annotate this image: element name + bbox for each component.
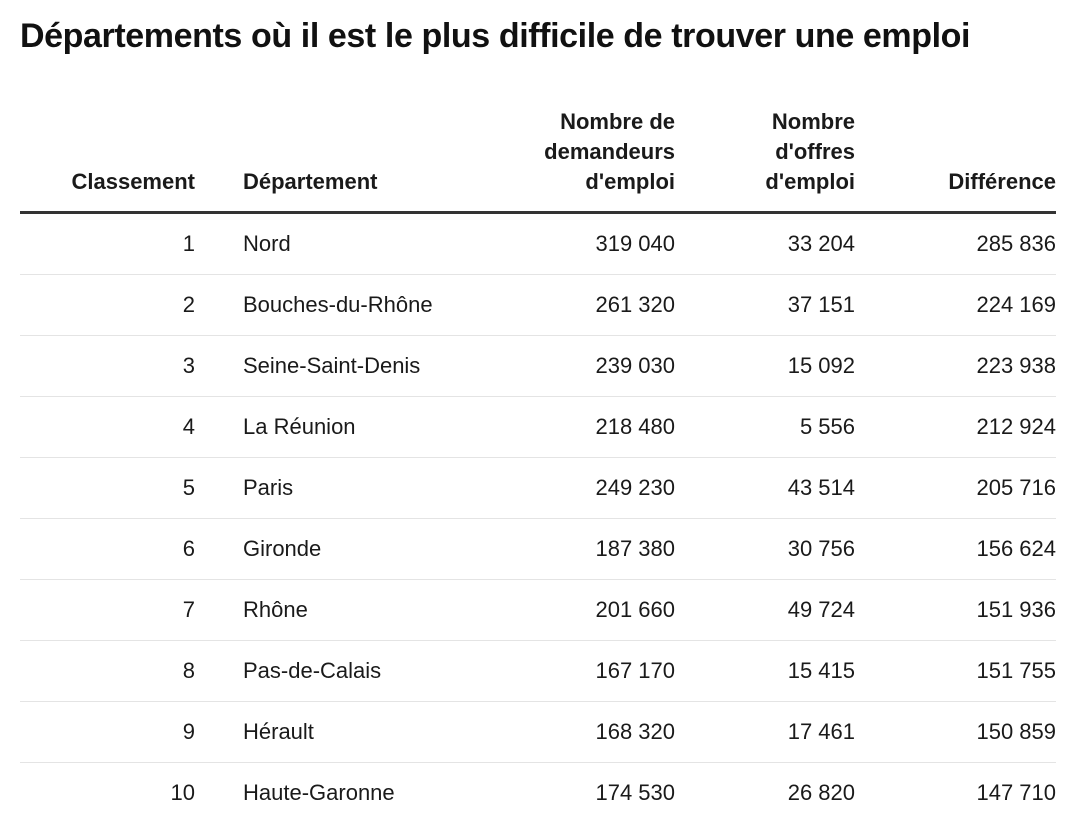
header-job-offers: Nombre d'offres d'emploi [675,107,855,213]
job-offers-cell: 37 151 [675,275,855,336]
header-job-seekers: Nombre de demandeurs d'emploi [495,107,675,213]
job-seekers-cell: 167 170 [495,641,675,702]
department-cell: Pas-de-Calais [195,641,495,702]
difference-cell: 147 710 [855,763,1056,823]
job-seekers-cell: 319 040 [495,213,675,275]
job-seekers-cell: 249 230 [495,458,675,519]
department-cell: Hérault [195,702,495,763]
department-cell: Paris [195,458,495,519]
department-cell: Seine-Saint-Denis [195,336,495,397]
job-seekers-cell: 239 030 [495,336,675,397]
rank-cell: 5 [20,458,195,519]
department-cell: Nord [195,213,495,275]
header-difference: Différence [855,107,1056,213]
difference-cell: 285 836 [855,213,1056,275]
job-seekers-cell: 218 480 [495,397,675,458]
difference-cell: 156 624 [855,519,1056,580]
difference-cell: 224 169 [855,275,1056,336]
job-offers-cell: 15 415 [675,641,855,702]
header-rank: Classement [20,107,195,213]
department-cell: Rhône [195,580,495,641]
difference-cell: 212 924 [855,397,1056,458]
job-offers-cell: 43 514 [675,458,855,519]
difference-cell: 223 938 [855,336,1056,397]
rank-cell: 2 [20,275,195,336]
rank-cell: 9 [20,702,195,763]
difference-cell: 205 716 [855,458,1056,519]
job-offers-cell: 26 820 [675,763,855,823]
data-table: Classement Département Nombre de demande… [20,107,1056,823]
department-cell: Gironde [195,519,495,580]
job-offers-cell: 30 756 [675,519,855,580]
rank-cell: 6 [20,519,195,580]
job-offers-cell: 5 556 [675,397,855,458]
rank-cell: 10 [20,763,195,823]
department-cell: Bouches-du-Rhône [195,275,495,336]
department-cell: Haute-Garonne [195,763,495,823]
job-seekers-cell: 187 380 [495,519,675,580]
job-seekers-cell: 174 530 [495,763,675,823]
difference-cell: 151 936 [855,580,1056,641]
job-offers-cell: 49 724 [675,580,855,641]
rank-cell: 3 [20,336,195,397]
chart-title: Départements où il est le plus difficile… [20,0,1056,57]
difference-cell: 151 755 [855,641,1056,702]
job-seekers-cell: 201 660 [495,580,675,641]
job-seekers-cell: 168 320 [495,702,675,763]
rank-cell: 8 [20,641,195,702]
rank-cell: 4 [20,397,195,458]
header-department: Département [195,107,495,213]
difference-cell: 150 859 [855,702,1056,763]
department-cell: La Réunion [195,397,495,458]
job-offers-cell: 17 461 [675,702,855,763]
rank-cell: 7 [20,580,195,641]
job-offers-cell: 15 092 [675,336,855,397]
job-seekers-cell: 261 320 [495,275,675,336]
job-offers-cell: 33 204 [675,213,855,275]
rank-cell: 1 [20,213,195,275]
header-row: Classement Département Nombre de demande… [20,107,1056,213]
